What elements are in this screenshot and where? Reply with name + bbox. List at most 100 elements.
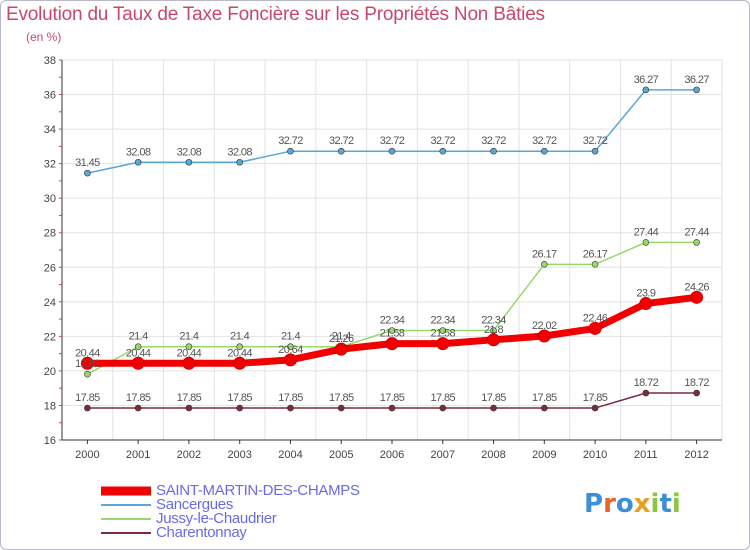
logo-letter: x (633, 489, 651, 519)
logo-letter: P (584, 489, 604, 519)
data-label: 32.08 (126, 146, 151, 158)
data-point (287, 343, 294, 351)
data-label: 17.85 (278, 392, 303, 404)
data-label: 26.17 (583, 248, 608, 260)
data-label: 21.4 (129, 331, 148, 343)
data-label: 17.85 (75, 392, 100, 404)
data-point (388, 404, 396, 412)
logo-letter: r (603, 489, 616, 519)
legend-item-jussy: Jussy-le-Chaudrier (100, 511, 360, 526)
data-label: 23.9 (636, 288, 655, 300)
data-label: 19.81 (75, 358, 100, 370)
x-tick-label: 2012 (684, 449, 708, 461)
data-label: 36.27 (634, 74, 659, 86)
data-label: 17.85 (431, 392, 456, 404)
y-tick-label: 32 (44, 159, 56, 171)
data-point (80, 356, 94, 370)
data-point (185, 343, 193, 351)
data-label: 26.17 (532, 248, 557, 260)
data-label: 18.72 (684, 377, 709, 389)
data-label: 32.72 (532, 135, 557, 147)
data-point (490, 147, 497, 155)
data-point (541, 261, 548, 268)
y-tick-label: 28 (44, 228, 56, 240)
data-label: 21.58 (380, 328, 405, 340)
data-point (490, 404, 497, 412)
data-point (236, 158, 243, 166)
data-point (588, 321, 602, 335)
data-point (487, 333, 501, 347)
x-tick-label: 2004 (278, 449, 302, 461)
data-point (439, 404, 447, 412)
data-label: 20.64 (278, 344, 303, 356)
x-tick-label: 2011 (634, 449, 658, 461)
data-label: 24.26 (684, 281, 709, 293)
data-point (537, 329, 551, 343)
data-label: 22.02 (532, 320, 557, 332)
data-label: 17.85 (227, 392, 252, 404)
data-point (334, 342, 348, 356)
data-point (385, 337, 399, 351)
chart-title: Evolution du Taux de Taxe Foncière sur l… (6, 4, 545, 25)
data-point (287, 147, 294, 155)
data-point (693, 86, 700, 94)
data-point (642, 86, 650, 94)
data-point (639, 297, 653, 311)
data-label: 17.85 (380, 392, 405, 404)
data-point (388, 327, 396, 334)
data-label: 17.85 (532, 392, 557, 404)
series-line (86, 89, 698, 174)
data-label: 21.8 (484, 324, 503, 336)
data-point (283, 353, 297, 367)
data-point (690, 290, 704, 304)
data-label: 17.85 (481, 392, 506, 404)
data-label: 21.26 (329, 333, 354, 345)
y-tick-label: 20 (44, 366, 56, 378)
data-point (337, 147, 345, 155)
legend: SAINT-MARTIN-DES-CHAMPS Sancergues Jussy… (100, 482, 360, 540)
y-tick-label: 18 (44, 400, 56, 412)
y-tick-label: 30 (44, 193, 56, 205)
data-point (185, 404, 193, 412)
data-point (134, 158, 142, 166)
legend-swatch (101, 486, 151, 496)
data-point (439, 147, 447, 155)
legend-label: Sancergues (156, 496, 234, 513)
data-label: 22.34 (380, 314, 405, 326)
chart-subtitle: (en %) (26, 30, 62, 44)
data-label: 31.45 (75, 157, 100, 169)
y-tick-label: 34 (44, 124, 56, 136)
x-tick-label: 2008 (481, 449, 505, 461)
y-tick-label: 24 (44, 297, 56, 309)
logo-letter: t (659, 489, 672, 519)
legend-swatch (101, 532, 151, 534)
data-point (439, 327, 447, 334)
data-label: 32.08 (177, 146, 202, 158)
y-tick-label: 22 (44, 331, 56, 343)
x-tick-label: 2007 (431, 449, 455, 461)
x-tick-label: 2010 (583, 449, 607, 461)
data-label: 17.85 (177, 392, 202, 404)
legend-swatch (101, 504, 151, 506)
data-label: 32.08 (227, 146, 252, 158)
legend-label: SAINT-MARTIN-DES-CHAMPS (156, 482, 360, 499)
data-point (134, 404, 142, 412)
data-label: 32.72 (329, 135, 354, 147)
data-point (693, 389, 700, 397)
data-label: 36.27 (684, 74, 709, 86)
data-label: 21.4 (281, 331, 300, 343)
data-point (541, 404, 548, 412)
data-label: 17.85 (583, 392, 608, 404)
y-tick-label: 26 (44, 262, 56, 274)
data-point (337, 404, 345, 412)
proxiti-logo: Proxiti (584, 489, 681, 519)
data-label: 20.44 (75, 347, 100, 359)
data-point (287, 404, 294, 412)
data-label: 22.34 (431, 314, 456, 326)
data-point (131, 356, 145, 370)
data-point (84, 404, 91, 412)
data-point (642, 239, 650, 246)
y-tick-label: 38 (44, 55, 56, 67)
logo-letter: i (671, 489, 681, 519)
data-point (185, 158, 193, 166)
